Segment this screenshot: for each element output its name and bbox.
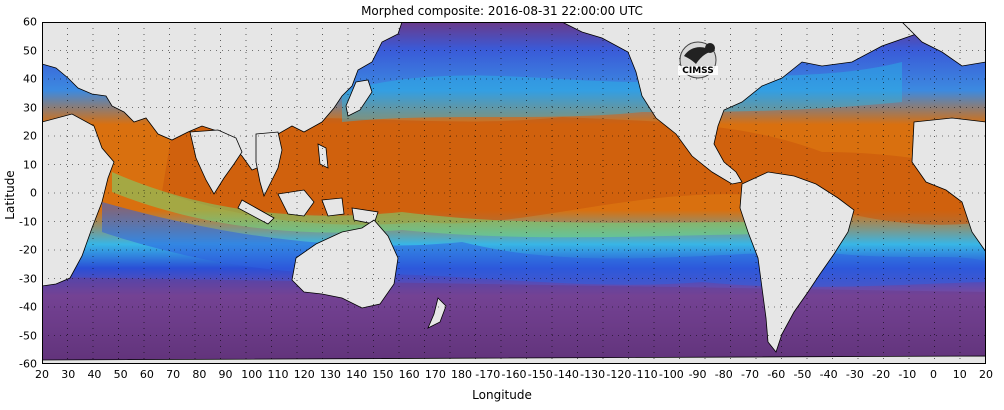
x-tick-label: 50 <box>113 368 128 381</box>
y-tick-label: -20 <box>19 243 37 257</box>
x-tick-label: -150 <box>527 368 553 381</box>
north-america <box>561 22 986 185</box>
southern-purple <box>42 277 986 364</box>
japan <box>345 79 373 117</box>
precipitable-water-map <box>42 22 986 364</box>
x-tick-label: 110 <box>267 368 289 381</box>
x-tick-label: -70 <box>741 368 759 381</box>
x-tick-label: -40 <box>819 368 838 381</box>
x-tick-label: -170 <box>475 368 501 381</box>
x-tick-label: 170 <box>424 368 446 381</box>
y-tick-label: 20 <box>23 129 37 143</box>
y-tick-label: -50 <box>19 329 37 342</box>
y-tick-label: 0 <box>30 186 37 200</box>
x-tick-label: -30 <box>845 368 864 381</box>
x-tick-label: 20 <box>35 368 49 381</box>
se-asia <box>255 131 283 198</box>
x-tick-label: 160 <box>398 368 420 381</box>
y-tick-label: 40 <box>23 72 37 86</box>
equatorial-moisture-band <box>162 117 986 225</box>
y-tick-label: 60 <box>23 15 37 29</box>
x-tick-label: -160 <box>501 368 527 381</box>
antarctica <box>42 355 986 364</box>
x-tick-label: 10 <box>952 368 967 381</box>
graticule <box>42 22 986 364</box>
x-tick-label: -20 <box>872 368 891 381</box>
x-tick-label: 40 <box>87 368 102 381</box>
x-tick-label: 140 <box>346 368 368 381</box>
x-tick-label: 120 <box>293 368 315 381</box>
logo-text: CIMSS <box>682 66 713 76</box>
x-tick-label: -80 <box>714 368 733 381</box>
x-tick-label: -140 <box>553 368 579 381</box>
x-tick-label: 100 <box>241 368 263 381</box>
y-tick-label: 50 <box>23 44 37 57</box>
x-tick-label: -120 <box>606 368 632 381</box>
x-tick-label: 90 <box>218 368 233 381</box>
x-tick-label: -50 <box>793 368 812 381</box>
greenland <box>901 22 986 67</box>
y-tick-label: 30 <box>23 101 37 114</box>
cimss-logo: CIMSS <box>678 41 718 79</box>
africa <box>42 113 115 287</box>
y-tick-label: -10 <box>19 215 37 228</box>
x-tick-label: 0 <box>930 368 938 381</box>
x-tick-label: -100 <box>658 368 684 381</box>
x-tick-label: 60 <box>139 368 154 381</box>
indonesia <box>237 189 379 225</box>
x-tick-label: 80 <box>192 368 207 381</box>
y-tick-label: -40 <box>19 300 37 314</box>
x-tick-label: 180 <box>451 368 473 381</box>
new-zealand <box>427 297 447 329</box>
y-tick-label: -30 <box>19 272 37 285</box>
x-tick-label: -10 <box>898 368 917 381</box>
philippines <box>317 143 329 169</box>
x-axis-label: Longitude <box>472 388 532 402</box>
map-title: Morphed composite: 2016-08-31 22:00:00 U… <box>361 4 643 18</box>
west-africa <box>911 117 986 253</box>
y-tick-label: -60 <box>19 357 37 371</box>
plot-frame <box>42 22 986 364</box>
x-tick-label: 150 <box>372 368 394 381</box>
x-tick-label: 30 <box>61 368 76 381</box>
y-tick-label: 10 <box>23 158 37 171</box>
x-tick-label: 70 <box>166 368 181 381</box>
india <box>189 129 243 195</box>
x-tick-label: 20 <box>979 368 993 381</box>
x-tick-label: -110 <box>632 368 658 381</box>
x-tick-label: -130 <box>580 368 606 381</box>
x-tick-label: -90 <box>688 368 707 381</box>
australia <box>291 219 399 309</box>
x-tick-label: 130 <box>319 368 341 381</box>
x-tick-label: -60 <box>767 368 786 381</box>
green-fringe <box>112 172 762 238</box>
